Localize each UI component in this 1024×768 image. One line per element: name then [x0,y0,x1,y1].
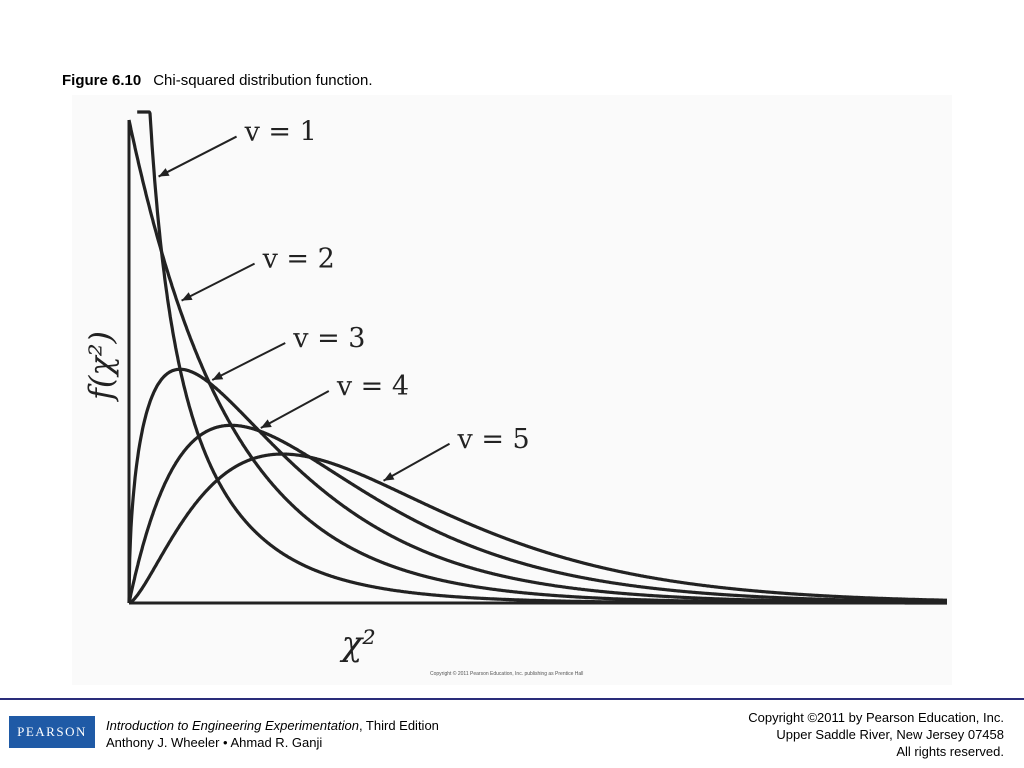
pearson-logo: PEARSON [9,716,95,748]
series-arrowhead [181,292,193,301]
series-label: v = 3 [292,323,365,354]
chart-labels: v = 1 v = 2 v = 3 v = 4 v = 5 χ² f(χ²) [82,117,530,664]
footer-divider [0,698,1024,700]
figure-number: Figure 6.10 [62,72,142,89]
copyright-line-1: Copyright ©2011 by Pearson Education, In… [748,710,1004,725]
series-arrow [383,442,451,482]
series-label: v = 1 [244,117,317,148]
x-axis-title: χ² [340,624,376,664]
series-arrow [158,135,238,178]
copyright-notice: Copyright ©2011 by Pearson Education, In… [748,709,1004,760]
series-arrow [260,390,330,429]
figure-caption-text: Chi-squared distribution function. [153,72,373,89]
series-label: v = 2 [262,244,335,275]
image-credit: Copyright © 2011 Pearson Education, Inc.… [430,671,584,677]
series-arrowhead [158,168,170,177]
curve-v-5 [128,452,948,605]
y-axis-title: f(χ²) [82,331,120,402]
series-arrow [211,342,286,381]
series-label: v = 4 [336,371,409,402]
series-arrowhead [383,472,395,481]
series-arrowhead [212,371,224,380]
book-edition: , Third Edition [358,718,439,733]
copyright-line-3: All rights reserved. [896,744,1004,759]
book-info: Introduction to Engineering Experimentat… [106,717,439,751]
curve-v-2 [127,119,948,605]
chi-squared-chart: v = 1 v = 2 v = 3 v = 4 v = 5 χ² f(χ²) [82,110,948,664]
figure-caption: Figure 6.10 Chi-squared distribution func… [62,72,373,89]
book-title: Introduction to Engineering Experimentat… [106,718,359,733]
chart-curves [127,110,948,605]
book-authors: Anthony J. Wheeler • Ahmad R. Ganji [106,735,323,750]
series-arrow [181,262,256,302]
chart-panel: v = 1 v = 2 v = 3 v = 4 v = 5 χ² f(χ²) [72,95,952,685]
pearson-logo-text: PEARSON [17,724,87,739]
copyright-line-2: Upper Saddle River, New Jersey 07458 [776,727,1004,742]
series-arrowhead [260,419,272,429]
curve-v-3 [127,367,948,605]
chart-axes [127,120,947,605]
series-label: v = 5 [457,424,530,455]
curve-v-4 [127,423,948,604]
